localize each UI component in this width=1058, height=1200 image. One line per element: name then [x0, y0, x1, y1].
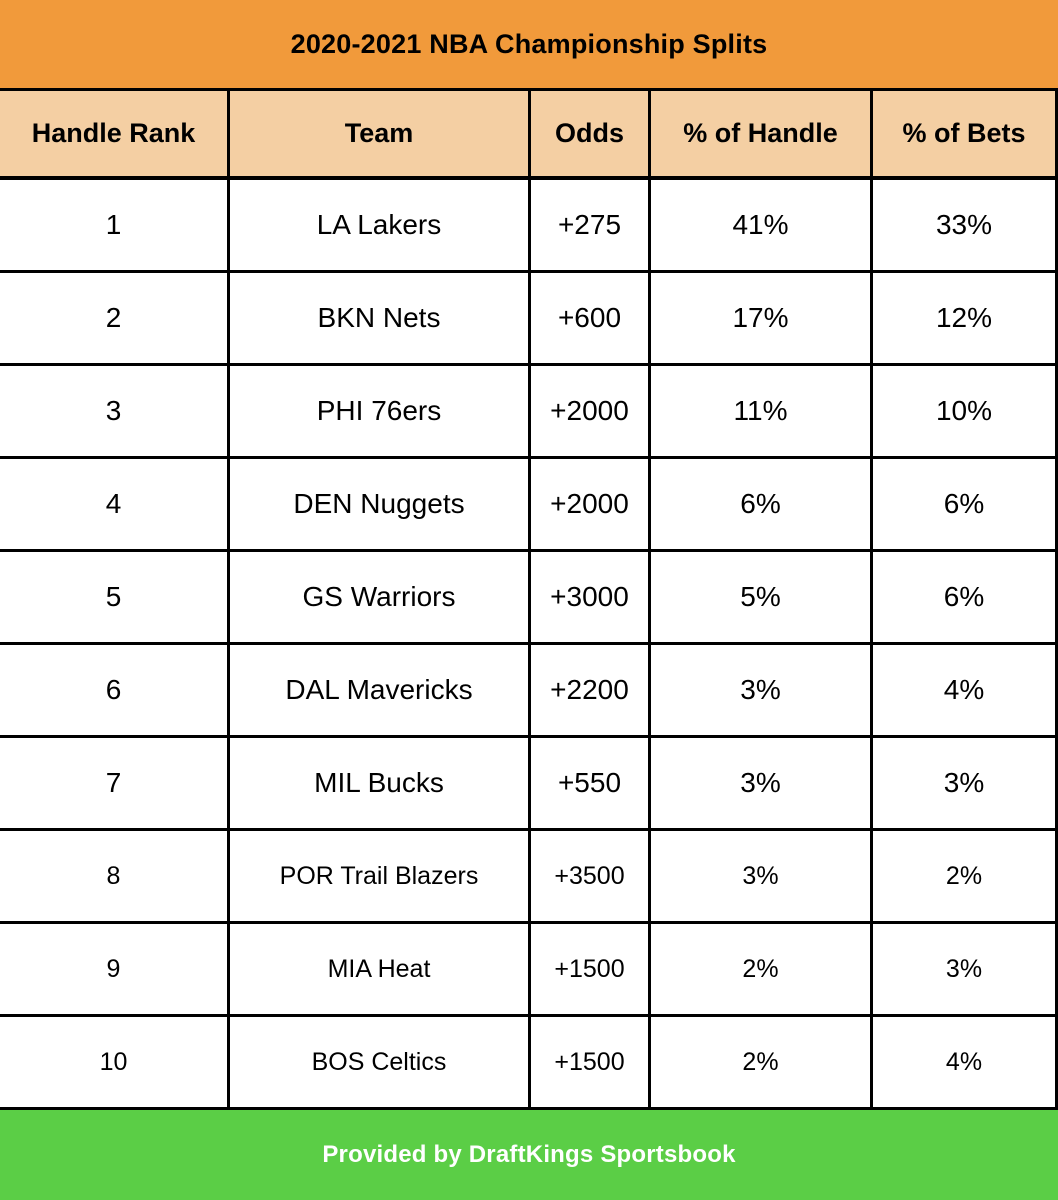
- team-cell: MIA Heat: [230, 924, 531, 1014]
- rank-cell: 7: [0, 738, 230, 828]
- rank-cell: 9: [0, 924, 230, 1014]
- column-header-handle-rank: Handle Rank: [0, 91, 230, 176]
- table-row: 7 MIL Bucks +550 3% 3%: [0, 738, 1058, 831]
- team-cell: BOS Celtics: [230, 1017, 531, 1107]
- column-header-row: Handle Rank Team Odds % of Handle % of B…: [0, 91, 1058, 180]
- handle-pct-cell: 3%: [651, 831, 873, 921]
- table-row: 10 BOS Celtics +1500 2% 4%: [0, 1017, 1058, 1110]
- rank-cell: 10: [0, 1017, 230, 1107]
- team-cell: MIL Bucks: [230, 738, 531, 828]
- bets-pct-cell: 3%: [873, 924, 1058, 1014]
- page-title: 2020-2021 NBA Championship Splits: [290, 28, 768, 59]
- handle-pct-cell: 2%: [651, 1017, 873, 1107]
- bets-pct-cell: 2%: [873, 831, 1058, 921]
- table-row: 1 LA Lakers +275 41% 33%: [0, 180, 1058, 273]
- team-cell: DAL Mavericks: [230, 645, 531, 735]
- bets-pct-cell: 33%: [873, 180, 1058, 270]
- bets-pct-cell: 3%: [873, 738, 1058, 828]
- handle-pct-cell: 5%: [651, 552, 873, 642]
- rank-cell: 1: [0, 180, 230, 270]
- column-header-pct-handle: % of Handle: [651, 91, 873, 176]
- bets-pct-cell: 4%: [873, 1017, 1058, 1107]
- odds-cell: +275: [531, 180, 651, 270]
- bets-pct-cell: 6%: [873, 552, 1058, 642]
- handle-pct-cell: 3%: [651, 645, 873, 735]
- table-row: 8 POR Trail Blazers +3500 3% 2%: [0, 831, 1058, 924]
- title-bar: 2020-2021 NBA Championship Splits: [0, 0, 1058, 91]
- handle-pct-cell: 6%: [651, 459, 873, 549]
- rank-cell: 3: [0, 366, 230, 456]
- footer-attribution: Provided by DraftKings Sportsbook: [322, 1141, 736, 1168]
- column-header-team: Team: [230, 91, 531, 176]
- table-row: 4 DEN Nuggets +2000 6% 6%: [0, 459, 1058, 552]
- bets-pct-cell: 10%: [873, 366, 1058, 456]
- team-cell: DEN Nuggets: [230, 459, 531, 549]
- odds-cell: +3000: [531, 552, 651, 642]
- column-header-pct-bets: % of Bets: [873, 91, 1058, 176]
- bets-pct-cell: 6%: [873, 459, 1058, 549]
- handle-pct-cell: 3%: [651, 738, 873, 828]
- team-cell: LA Lakers: [230, 180, 531, 270]
- table-row: 9 MIA Heat +1500 2% 3%: [0, 924, 1058, 1017]
- table-row: 5 GS Warriors +3000 5% 6%: [0, 552, 1058, 645]
- bets-pct-cell: 4%: [873, 645, 1058, 735]
- rank-cell: 6: [0, 645, 230, 735]
- table-body: 1 LA Lakers +275 41% 33% 2 BKN Nets +600…: [0, 180, 1058, 1110]
- column-header-odds: Odds: [531, 91, 651, 176]
- handle-pct-cell: 2%: [651, 924, 873, 1014]
- odds-cell: +2000: [531, 366, 651, 456]
- table-row: 6 DAL Mavericks +2200 3% 4%: [0, 645, 1058, 738]
- odds-cell: +2000: [531, 459, 651, 549]
- bets-pct-cell: 12%: [873, 273, 1058, 363]
- team-cell: BKN Nets: [230, 273, 531, 363]
- handle-pct-cell: 41%: [651, 180, 873, 270]
- footer-bar: Provided by DraftKings Sportsbook: [0, 1110, 1058, 1200]
- table-row: 2 BKN Nets +600 17% 12%: [0, 273, 1058, 366]
- odds-cell: +1500: [531, 924, 651, 1014]
- rank-cell: 2: [0, 273, 230, 363]
- rank-cell: 5: [0, 552, 230, 642]
- rank-cell: 4: [0, 459, 230, 549]
- odds-cell: +600: [531, 273, 651, 363]
- handle-pct-cell: 17%: [651, 273, 873, 363]
- odds-cell: +1500: [531, 1017, 651, 1107]
- odds-cell: +3500: [531, 831, 651, 921]
- rank-cell: 8: [0, 831, 230, 921]
- table-row: 3 PHI 76ers +2000 11% 10%: [0, 366, 1058, 459]
- team-cell: PHI 76ers: [230, 366, 531, 456]
- team-cell: GS Warriors: [230, 552, 531, 642]
- odds-cell: +2200: [531, 645, 651, 735]
- handle-pct-cell: 11%: [651, 366, 873, 456]
- odds-cell: +550: [531, 738, 651, 828]
- team-cell: POR Trail Blazers: [230, 831, 531, 921]
